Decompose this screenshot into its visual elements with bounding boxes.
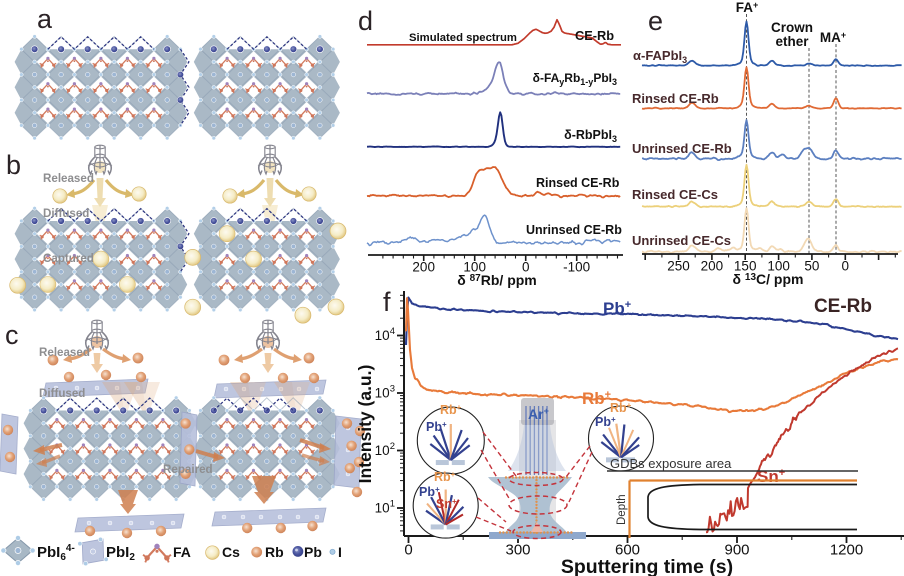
svg-text:Pb: Pb: [304, 544, 322, 560]
svg-text:PbI64-: PbI64-: [37, 543, 75, 563]
svg-text:Pb+: Pb+: [419, 485, 440, 499]
svg-text:c: c: [5, 320, 19, 350]
svg-text:δ 87Rb/ ppm: δ 87Rb/ ppm: [457, 272, 537, 288]
svg-text:Rinsed CE-Cs: Rinsed CE-Cs: [632, 187, 718, 202]
svg-text:Repaired: Repaired: [163, 463, 213, 476]
svg-text:Depth: Depth: [616, 494, 628, 525]
svg-text:101: 101: [375, 499, 395, 516]
svg-text:Cs: Cs: [222, 544, 240, 560]
svg-text:Captured: Captured: [43, 252, 94, 265]
svg-text:Crown: Crown: [771, 20, 813, 35]
svg-text:Diffused: Diffused: [43, 207, 89, 220]
svg-text:103: 103: [375, 384, 395, 401]
svg-text:Rinsed CE-Rb: Rinsed CE-Rb: [536, 176, 620, 190]
svg-text:ether: ether: [775, 34, 809, 49]
svg-text:102: 102: [375, 441, 395, 458]
svg-text:δ-RbPbI3: δ-RbPbI3: [564, 128, 617, 144]
svg-text:FA+: FA+: [736, 0, 759, 15]
svg-text:Intensity (a.u.): Intensity (a.u.): [355, 365, 375, 484]
svg-text:Rb+: Rb+: [582, 389, 611, 408]
svg-text:1200: 1200: [830, 542, 863, 559]
svg-text:0: 0: [404, 542, 412, 559]
svg-text:Rb+: Rb+: [610, 401, 632, 415]
svg-text:I: I: [338, 544, 342, 560]
svg-text:0: 0: [842, 259, 850, 274]
svg-text:Simulated spectrum: Simulated spectrum: [409, 32, 517, 44]
svg-text:Rb+: Rb+: [440, 403, 462, 417]
svg-text:CE-Rb: CE-Rb: [575, 28, 614, 43]
svg-text:200: 200: [701, 259, 724, 274]
svg-text:Rb+: Rb+: [434, 470, 456, 484]
svg-text:150: 150: [734, 259, 757, 274]
svg-text:50: 50: [804, 259, 819, 274]
svg-text:250: 250: [667, 259, 690, 274]
svg-text:Rinsed CE-Rb: Rinsed CE-Rb: [632, 91, 719, 106]
svg-text:Unrinsed CE-Cs: Unrinsed CE-Cs: [632, 233, 731, 248]
svg-text:300: 300: [505, 542, 530, 559]
svg-text:Pb+: Pb+: [595, 415, 616, 429]
svg-text:Unrinsed CE-Rb: Unrinsed CE-Rb: [526, 223, 622, 237]
svg-text:Sn+: Sn+: [436, 497, 457, 511]
svg-text:GDBs exposure area: GDBs exposure area: [610, 456, 732, 471]
svg-text:d: d: [358, 6, 373, 36]
svg-text:a: a: [37, 4, 53, 34]
svg-text:600: 600: [615, 542, 640, 559]
svg-text:200: 200: [412, 260, 435, 275]
svg-text:FA: FA: [173, 544, 191, 560]
svg-text:Released: Released: [39, 346, 90, 359]
svg-text:Rb: Rb: [265, 544, 284, 560]
svg-text:α-FAPbI3: α-FAPbI3: [633, 48, 687, 65]
svg-text:Sputtering time (s): Sputtering time (s): [561, 556, 733, 576]
svg-text:δ 13C/ ppm: δ 13C/ ppm: [733, 271, 804, 287]
svg-text:100: 100: [463, 260, 486, 275]
svg-text:100: 100: [767, 259, 790, 274]
svg-text:-100: -100: [563, 260, 590, 275]
svg-text:Released: Released: [43, 172, 94, 185]
svg-text:0: 0: [522, 260, 530, 275]
svg-text:e: e: [648, 6, 663, 36]
svg-text:104: 104: [375, 326, 395, 343]
svg-text:Pb+: Pb+: [603, 299, 631, 318]
svg-text:Sn+: Sn+: [757, 467, 785, 486]
svg-text:b: b: [6, 150, 21, 180]
svg-text:Pb+: Pb+: [426, 420, 447, 434]
svg-text:Unrinsed CE-Rb: Unrinsed CE-Rb: [632, 141, 732, 156]
svg-text:MA+: MA+: [820, 30, 846, 45]
svg-text:900: 900: [724, 542, 749, 559]
svg-text:PbI2: PbI2: [106, 544, 135, 563]
svg-text:δ-FAyRb1-yPbI3: δ-FAyRb1-yPbI3: [533, 71, 617, 87]
svg-text:CE-Rb: CE-Rb: [814, 296, 872, 317]
svg-text:f: f: [383, 287, 391, 317]
svg-text:Diffused: Diffused: [39, 387, 85, 400]
